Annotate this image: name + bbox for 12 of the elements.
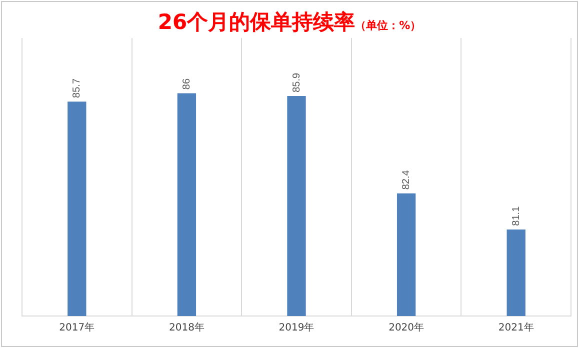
x-tick-label: 2021年: [498, 322, 534, 334]
data-label: 86: [181, 78, 192, 90]
data-label: 85.7: [72, 78, 83, 98]
chart-subtitle: （单位：%）: [355, 19, 422, 32]
x-tick-label: 2020年: [388, 322, 424, 334]
data-label: 82.4: [401, 170, 412, 190]
chart-title: 26个月的保单持续率: [158, 10, 356, 34]
x-tick-label: 2019年: [278, 322, 314, 334]
x-tick-label: 2018年: [168, 322, 204, 334]
data-label: 85.9: [291, 72, 302, 92]
data-label: 81.1: [510, 206, 522, 226]
x-tick-label: 2017年: [59, 322, 95, 334]
